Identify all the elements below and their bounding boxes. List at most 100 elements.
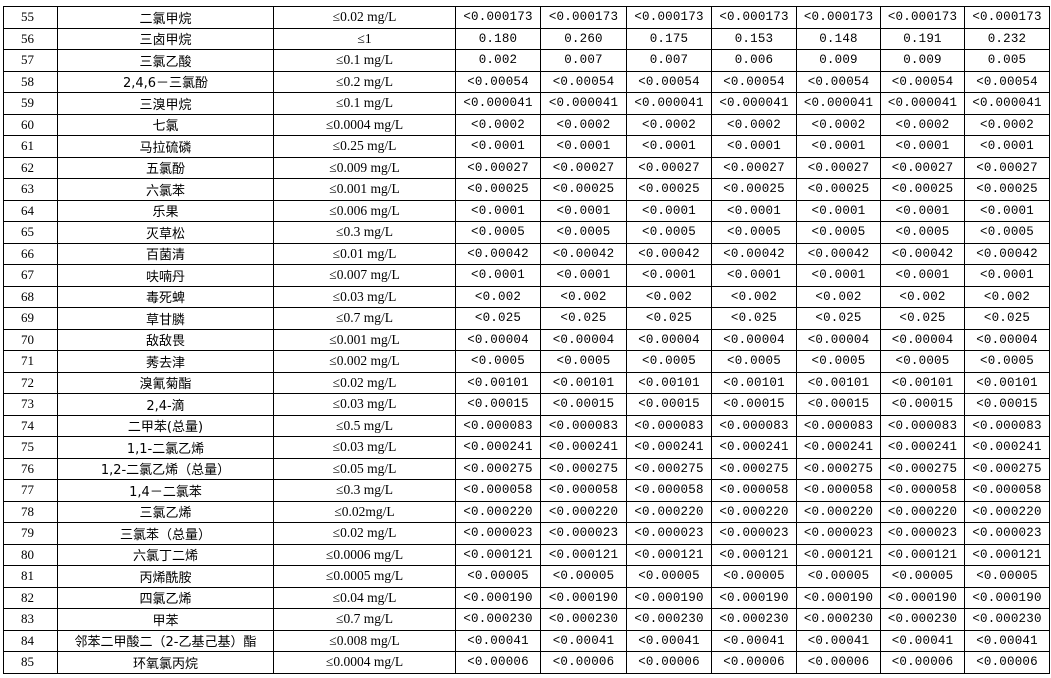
- measured-value: <0.002: [880, 285, 965, 308]
- measured-value: <0.000220: [711, 500, 797, 523]
- measured-value: <0.000241: [880, 436, 965, 459]
- limit-value: ≤0.03 mg/L: [273, 436, 456, 459]
- measured-value: <0.000058: [796, 479, 881, 502]
- measured-value: <0.00015: [540, 393, 627, 416]
- limit-value: ≤0.7 mg/L: [273, 307, 456, 330]
- limit-value: ≤0.0004 mg/L: [273, 113, 456, 136]
- measured-value: <0.0001: [626, 199, 712, 222]
- measured-value: <0.00025: [796, 178, 881, 201]
- table-row: 67 呋喃丹 ≤0.007 mg/L <0.0001 <0.0001 <0.0001 <0.…: [3, 264, 1050, 287]
- measured-value: <0.00027: [880, 156, 965, 179]
- limit-value: ≤0.0005 mg/L: [273, 565, 456, 588]
- limit-value: ≤0.001 mg/L: [273, 178, 456, 201]
- indicator-name: 邻苯二甲酸二（2-乙基己基）酯: [57, 629, 274, 652]
- indicator-name: 草甘膦: [57, 307, 274, 330]
- measured-value: <0.00006: [964, 651, 1050, 674]
- measured-value: <0.0001: [796, 199, 881, 222]
- row-number: 83: [3, 608, 58, 631]
- measured-value: <0.00054: [626, 70, 712, 93]
- measured-value: <0.0005: [626, 221, 712, 244]
- limit-value: ≤0.03 mg/L: [273, 285, 456, 308]
- measured-value: <0.0005: [880, 221, 965, 244]
- table-row: 82 四氯乙烯 ≤0.04 mg/L <0.000190 <0.000190 <0.000…: [3, 586, 1050, 609]
- measured-value: <0.000121: [626, 543, 712, 566]
- measured-value: <0.000058: [964, 479, 1050, 502]
- measured-value: <0.00101: [880, 371, 965, 394]
- measured-value: <0.000121: [455, 543, 541, 566]
- measured-value: <0.000173: [540, 6, 627, 29]
- measured-value: <0.000241: [455, 436, 541, 459]
- measured-value: <0.00042: [455, 242, 541, 265]
- measured-value: <0.0002: [796, 113, 881, 136]
- measured-value: <0.000220: [880, 500, 965, 523]
- limit-value: ≤0.01 mg/L: [273, 242, 456, 265]
- table-row: 58 2,4,6－三氯酚 ≤0.2 mg/L <0.00054 <0.00054 <0.0…: [3, 70, 1050, 93]
- measured-value: <0.000275: [540, 457, 627, 480]
- table-row: 78 三氯乙烯 ≤0.02mg/L <0.000220 <0.000220 <0.0002…: [3, 500, 1050, 523]
- measured-value: 0.002: [455, 49, 541, 72]
- measured-value: <0.000121: [964, 543, 1050, 566]
- measured-value: <0.00015: [626, 393, 712, 416]
- limit-value: ≤0.001 mg/L: [273, 328, 456, 351]
- measured-value: 0.007: [626, 49, 712, 72]
- limit-value: ≤0.02mg/L: [273, 500, 456, 523]
- measured-value: <0.0005: [711, 350, 797, 373]
- limit-value: ≤1: [273, 27, 456, 50]
- measured-value: <0.00042: [626, 242, 712, 265]
- measured-value: <0.00015: [964, 393, 1050, 416]
- measured-value: <0.000083: [540, 414, 627, 437]
- indicator-name: 三氯苯（总量）: [57, 522, 274, 545]
- measured-value: <0.00041: [796, 629, 881, 652]
- measured-value: <0.00054: [540, 70, 627, 93]
- measured-value: <0.00005: [711, 565, 797, 588]
- measured-value: <0.0001: [880, 135, 965, 158]
- measured-value: <0.0005: [626, 350, 712, 373]
- measured-value: <0.00101: [540, 371, 627, 394]
- measured-value: <0.00027: [626, 156, 712, 179]
- limit-value: ≤0.2 mg/L: [273, 70, 456, 93]
- measured-value: <0.00054: [880, 70, 965, 93]
- measured-value: <0.00027: [455, 156, 541, 179]
- measured-value: <0.00004: [796, 328, 881, 351]
- indicator-name: 1,2-二氯乙烯（总量）: [57, 457, 274, 480]
- table-row: 83 甲苯 ≤0.7 mg/L <0.000230 <0.000230 <0.000230…: [3, 608, 1050, 631]
- measured-value: <0.000190: [880, 586, 965, 609]
- measured-value: <0.0001: [540, 199, 627, 222]
- measured-value: 0.005: [964, 49, 1050, 72]
- measured-value: 0.260: [540, 27, 627, 50]
- measured-value: <0.0001: [540, 264, 627, 287]
- measured-value: <0.00101: [964, 371, 1050, 394]
- measured-value: <0.00025: [540, 178, 627, 201]
- measured-value: <0.000190: [455, 586, 541, 609]
- row-number: 64: [3, 199, 58, 222]
- measured-value: <0.0002: [626, 113, 712, 136]
- measured-value: <0.0002: [964, 113, 1050, 136]
- row-number: 66: [3, 242, 58, 265]
- measured-value: <0.000190: [711, 586, 797, 609]
- measured-value: <0.0002: [711, 113, 797, 136]
- measured-value: <0.00027: [964, 156, 1050, 179]
- measured-value: <0.000083: [455, 414, 541, 437]
- measured-value: <0.000173: [626, 6, 712, 29]
- measured-value: <0.0001: [626, 264, 712, 287]
- measured-value: <0.0001: [796, 264, 881, 287]
- row-number: 70: [3, 328, 58, 351]
- indicator-name: 1,4－二氯苯: [57, 479, 274, 502]
- limit-value: ≤0.009 mg/L: [273, 156, 456, 179]
- measured-value: <0.0002: [880, 113, 965, 136]
- measured-value: <0.000083: [964, 414, 1050, 437]
- measured-value: <0.00006: [796, 651, 881, 674]
- measured-value: <0.000023: [880, 522, 965, 545]
- measured-value: <0.000023: [711, 522, 797, 545]
- measured-value: <0.0001: [711, 135, 797, 158]
- measured-value: <0.00004: [880, 328, 965, 351]
- row-number: 76: [3, 457, 58, 480]
- measured-value: <0.0001: [540, 135, 627, 158]
- measured-value: <0.025: [711, 307, 797, 330]
- measured-value: <0.000121: [711, 543, 797, 566]
- measured-value: <0.000241: [964, 436, 1050, 459]
- measured-value: <0.00005: [796, 565, 881, 588]
- limit-value: ≤0.7 mg/L: [273, 608, 456, 631]
- row-number: 77: [3, 479, 58, 502]
- table-row: 85 环氧氯丙烷 ≤0.0004 mg/L <0.00006 <0.00006 <0.00…: [3, 651, 1050, 674]
